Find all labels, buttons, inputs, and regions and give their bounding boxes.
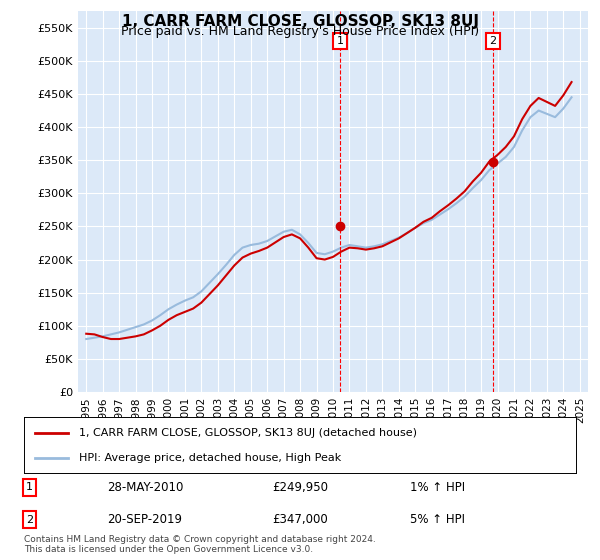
Text: Contains HM Land Registry data © Crown copyright and database right 2024.
This d: Contains HM Land Registry data © Crown c… — [24, 535, 376, 554]
Text: 1: 1 — [26, 482, 33, 492]
Text: 1% ↑ HPI: 1% ↑ HPI — [410, 481, 466, 494]
Text: 1: 1 — [337, 36, 343, 46]
Text: HPI: Average price, detached house, High Peak: HPI: Average price, detached house, High… — [79, 452, 341, 463]
Text: 2: 2 — [490, 36, 496, 46]
Text: 1, CARR FARM CLOSE, GLOSSOP, SK13 8UJ (detached house): 1, CARR FARM CLOSE, GLOSSOP, SK13 8UJ (d… — [79, 428, 417, 438]
Text: 2: 2 — [26, 515, 33, 525]
Text: Price paid vs. HM Land Registry's House Price Index (HPI): Price paid vs. HM Land Registry's House … — [121, 25, 479, 38]
Text: 28-MAY-2010: 28-MAY-2010 — [107, 481, 183, 494]
Text: 1, CARR FARM CLOSE, GLOSSOP, SK13 8UJ: 1, CARR FARM CLOSE, GLOSSOP, SK13 8UJ — [121, 14, 479, 29]
Text: £249,950: £249,950 — [272, 481, 328, 494]
Text: £347,000: £347,000 — [272, 513, 328, 526]
Text: 5% ↑ HPI: 5% ↑ HPI — [410, 513, 466, 526]
Text: 20-SEP-2019: 20-SEP-2019 — [107, 513, 182, 526]
